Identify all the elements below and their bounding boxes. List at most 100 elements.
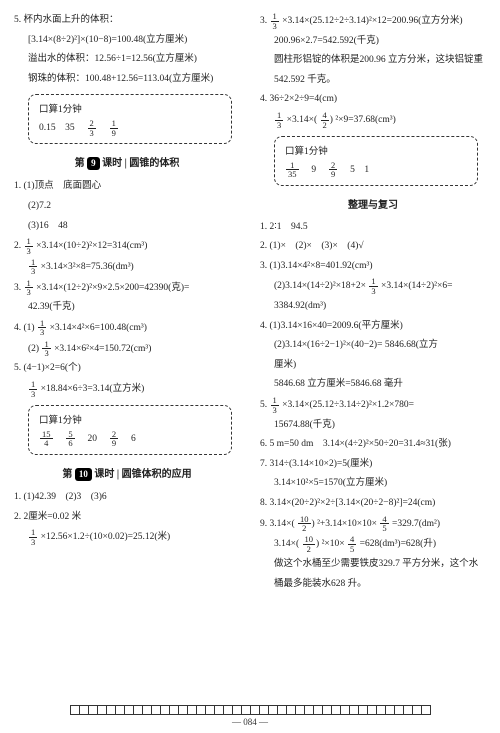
text: 课时 | 圆锥体积的应用 — [94, 469, 191, 480]
den: 3 — [25, 247, 33, 256]
text: ×3.14×4²×6=100.48(cm³) — [50, 323, 147, 333]
text: 1. (1)顶点 底面圆心 — [14, 178, 240, 196]
badge: 9 — [87, 157, 100, 170]
text: (2) — [28, 344, 41, 354]
den: 3 — [275, 121, 283, 130]
box-title: 口算1分钟 — [39, 101, 221, 115]
text: 2. (1)× (2)× (3)× (4)√ — [260, 238, 486, 256]
eq: 13 ×12.56×1.2÷(10×0.02)=25.12(米) — [14, 528, 240, 547]
den: 9 — [110, 439, 118, 448]
den: 2 — [303, 545, 316, 554]
den: 6 — [66, 439, 74, 448]
text: 5846.68 立方厘米=5846.68 毫升 — [260, 376, 486, 394]
text: 42.39(千克) — [14, 299, 240, 317]
text: 8. 3.14×(20÷2)²×2÷[3.14×(20÷2−8)²]=24(cm… — [260, 495, 486, 513]
text: 第 — [62, 469, 72, 480]
text: 3.14× — [274, 540, 296, 550]
den: 3 — [29, 538, 37, 547]
eq: 4. (1) 13 ×3.14×4²×6=100.48(cm³) — [14, 319, 240, 338]
box-content: 0.15 35 23 19 — [39, 119, 221, 137]
text: 542.592 千克。 — [260, 72, 486, 90]
text: ×3.14× — [287, 115, 314, 125]
den: 3 — [271, 406, 279, 415]
text: ×3.14×6²×4=150.72(cm³) — [54, 344, 151, 354]
text: 圆柱形铝锭的体积是200.96 立方分米，这块铝锭重 — [260, 52, 486, 70]
text: 3. — [260, 16, 270, 26]
text: 溢出水的体积：12.56÷1=12.56(立方厘米) — [14, 51, 240, 69]
badge: 10 — [75, 468, 92, 481]
den: 3 — [29, 267, 37, 276]
den: 3 — [88, 129, 96, 138]
text: ×3.14×(12÷2)²×9×2.5×200=42390(克)= — [36, 283, 189, 293]
text: ²×10× — [322, 540, 345, 550]
text: 4. 36÷2×2÷9=4(cm) — [260, 91, 486, 109]
section-title: 第 10 课时 | 圆锥体积的应用 — [14, 465, 240, 481]
text: 9 — [302, 165, 326, 175]
text: 5 1 — [341, 165, 370, 175]
text: 20 — [78, 434, 107, 444]
text: 2. — [14, 241, 24, 251]
text: 9. 3.14× — [260, 519, 291, 529]
text: ×3.14×(10÷2)²×12=314(cm³) — [36, 241, 147, 251]
text: ²+3.14×10×10× — [317, 519, 377, 529]
text: 15674.88(千克) — [260, 417, 486, 435]
den: 3 — [38, 328, 46, 337]
text: 钢珠的体积：100.48+12.56=113.04(立方厘米) — [14, 71, 240, 89]
eq: 13 ×18.84×6÷3=3.14(立方米) — [14, 380, 240, 399]
eq: 9. 3.14×( 102) ²+3.14×10×10× 45 =329.7(d… — [260, 515, 486, 534]
text: 2. 2厘米=0.02 米 — [14, 509, 240, 527]
text: ×12.56×1.2÷(10×0.02)=25.12(米) — [41, 532, 171, 542]
text: (2)7.2 — [14, 198, 240, 216]
text: ×3.14×(25.12÷3.14÷2)²×1.2×780= — [282, 400, 414, 410]
eq: 3. 13 ×3.14×(25.12÷2÷3.14)²×12=200.96(立方… — [260, 12, 486, 31]
text: 1. (1)42.39 (2)3 (3)6 — [14, 489, 240, 507]
section-title: 整理与复习 — [260, 196, 486, 211]
mental-math-box: 口算1分钟 0.15 35 23 19 — [28, 94, 232, 144]
right-column: 3. 13 ×3.14×(25.12÷2÷3.14)²×12=200.96(立方… — [250, 12, 486, 702]
text: 200.96×2.7=542.592(千克) — [260, 33, 486, 51]
den: 3 — [25, 288, 33, 297]
eq: 2. 13 ×3.14×(10÷2)²×12=314(cm³) — [14, 237, 240, 256]
text: 1. 2∶1 94.5 — [260, 219, 486, 237]
eq: 3. 13 ×3.14×(12÷2)²×9×2.5×200=42390(克)= — [14, 279, 240, 298]
text: 7. 314÷(3.14×10×2)=5(厘米) — [260, 456, 486, 474]
den: 4 — [40, 439, 53, 448]
den: 5 — [348, 545, 356, 554]
text: ×3.14×3²×8=75.36(dm³) — [41, 262, 134, 272]
eq: (2) 13 ×3.14×6²×4=150.72(cm³) — [14, 340, 240, 359]
page: 5. 杯内水面上升的体积： [3.14×(8÷2)²]×(10−8)=100.4… — [0, 0, 500, 710]
text: 厘米) — [260, 357, 486, 375]
text: 6. 5 m=50 dm 3.14×(4÷2)²×50÷20=31.4≈31(张… — [260, 436, 486, 454]
eq: (2)3.14×(14÷2)²×18+2× 13 ×3.14×(14÷2)²×6… — [260, 277, 486, 296]
text: 5. — [260, 400, 270, 410]
text: [3.14×(8÷2)²]×(10−8)=100.48(立方厘米) — [14, 32, 240, 50]
text: ×3.14×(25.12÷2÷3.14)²×12=200.96(立方分米) — [282, 16, 462, 26]
box-title: 口算1分钟 — [39, 412, 221, 426]
den: 3 — [42, 349, 50, 358]
section-title: 第 9 课时 | 圆锥的体积 — [14, 154, 240, 170]
den: 3 — [369, 287, 377, 296]
page-number: — 084 — — [232, 717, 268, 727]
box-title: 口算1分钟 — [285, 143, 467, 157]
text: 5. (4−1)×2=6(个) — [14, 360, 240, 378]
text: (2)3.14×(16÷2−1)²×(40−2)= 5846.68(立方 — [260, 337, 486, 355]
eq: 5. 13 ×3.14×(25.12÷3.14÷2)²×1.2×780= — [260, 396, 486, 415]
text: 6 — [122, 434, 136, 444]
text: ×3.14×(14÷2)²×6= — [381, 282, 452, 292]
mental-math-box: 口算1分钟 154 56 20 29 6 — [28, 405, 232, 455]
den: 9 — [110, 129, 118, 138]
text: ²×9=37.68(cm³) — [335, 115, 395, 125]
mental-math-box: 口算1分钟 135 9 29 5 1 — [274, 136, 478, 186]
text: 3. (1)3.14×4²×8=401.92(cm³) — [260, 258, 486, 276]
footer-squares — [0, 705, 500, 715]
eq: 3.14×( 102) ²×10× 45 =628(dm³)=628(升) — [260, 535, 486, 554]
den: 5 — [380, 524, 388, 533]
den: 3 — [271, 22, 279, 31]
text: 第 — [75, 158, 85, 169]
page-footer: — 084 — — [0, 705, 500, 727]
text: 5. 杯内水面上升的体积： — [14, 12, 240, 30]
den: 2 — [298, 524, 311, 533]
text: 3. — [14, 283, 24, 293]
text: =628(dm³)=628(升) — [360, 540, 436, 550]
text: 做这个水桶至少需要铁皮329.7 平方分米，这个水 — [260, 556, 486, 574]
